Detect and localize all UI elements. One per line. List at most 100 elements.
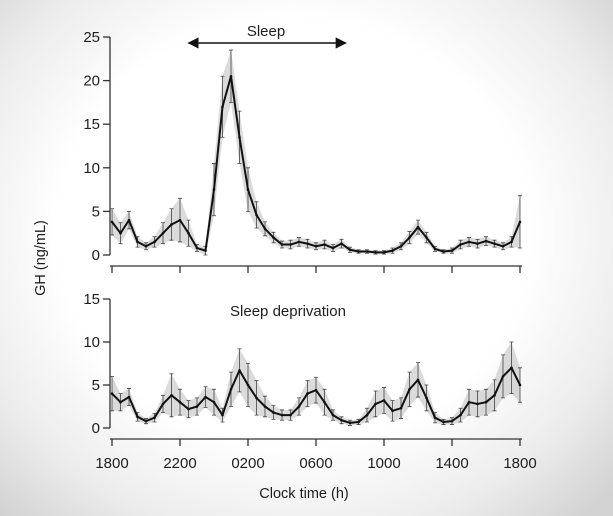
y-tick-label: 20 xyxy=(83,73,100,90)
data-point xyxy=(195,405,199,408)
data-point xyxy=(484,400,488,404)
data-point xyxy=(246,188,250,191)
data-point xyxy=(144,419,148,423)
x-tick-label: 1400 xyxy=(435,455,468,472)
data-point xyxy=(272,411,275,414)
data-point xyxy=(365,250,369,253)
x-tick-label: 1800 xyxy=(503,455,536,472)
data-point xyxy=(357,420,360,424)
data-point xyxy=(425,236,428,239)
sleep-deprivation-annotation: Sleep deprivation xyxy=(230,303,346,320)
data-point xyxy=(433,247,437,251)
data-point xyxy=(399,406,403,410)
data-point xyxy=(365,413,369,417)
data-point xyxy=(263,405,267,408)
data-point xyxy=(229,388,233,391)
data-point xyxy=(459,413,462,417)
x-tick-label: 2200 xyxy=(163,455,196,472)
data-point xyxy=(340,418,343,422)
data-point xyxy=(119,231,122,235)
y-tick-label: 10 xyxy=(83,334,100,351)
x-axis-label: Clock time (h) xyxy=(259,486,348,502)
y-tick-label: 25 xyxy=(83,29,100,46)
data-point xyxy=(195,246,199,250)
data-point xyxy=(170,223,173,226)
data-point xyxy=(493,242,496,245)
data-point xyxy=(357,250,360,253)
data-point xyxy=(306,392,309,395)
data-point xyxy=(127,395,131,399)
data-point xyxy=(229,74,233,78)
data-point xyxy=(238,369,241,372)
data-point xyxy=(255,396,258,400)
data-point xyxy=(314,388,318,392)
data-point xyxy=(110,392,114,395)
data-point xyxy=(170,394,173,397)
data-point xyxy=(306,242,309,245)
data-point xyxy=(493,394,496,397)
data-point xyxy=(280,243,284,246)
data-point xyxy=(518,383,522,387)
data-point xyxy=(110,220,114,224)
x-tick-label: 0200 xyxy=(231,455,264,472)
data-point xyxy=(484,239,488,243)
data-point xyxy=(136,240,139,244)
data-point xyxy=(153,240,156,244)
data-point xyxy=(331,246,335,250)
data-point xyxy=(501,244,505,248)
data-point xyxy=(144,244,148,248)
data-point xyxy=(297,240,301,244)
data-point xyxy=(221,413,224,417)
data-point xyxy=(416,378,420,382)
data-point xyxy=(289,413,292,417)
x-tick-label: 1000 xyxy=(367,455,400,472)
data-point xyxy=(289,243,292,246)
data-point xyxy=(161,402,165,406)
data-point xyxy=(399,244,403,248)
data-point xyxy=(382,399,386,402)
y-tick-label: 0 xyxy=(92,247,100,264)
data-point xyxy=(433,416,437,419)
data-point xyxy=(510,366,513,370)
data-point xyxy=(374,251,377,254)
y-tick-label: 15 xyxy=(83,116,100,133)
y-tick-label: 15 xyxy=(83,291,100,308)
y-tick-label: 0 xyxy=(92,420,100,437)
data-point xyxy=(272,236,275,239)
x-tick-label: 1800 xyxy=(95,455,128,472)
data-point xyxy=(348,421,352,425)
data-point xyxy=(331,413,335,417)
data-point xyxy=(348,248,352,252)
data-point xyxy=(323,243,326,246)
data-point xyxy=(450,249,454,252)
sleep-deprivation-panel: 0 5 10 15 1800 2200 0200 0600 1000 1400 1800 xyxy=(83,291,536,472)
data-point xyxy=(476,242,479,245)
data-point xyxy=(280,413,284,417)
data-point xyxy=(476,402,479,406)
data-point xyxy=(212,400,216,404)
data-point xyxy=(212,188,216,191)
data-point xyxy=(510,240,513,244)
data-point xyxy=(187,231,190,235)
y-tick-label: 5 xyxy=(92,377,100,394)
y-tick-label: 10 xyxy=(83,160,100,177)
data-point xyxy=(297,405,301,408)
data-point xyxy=(153,416,156,419)
data-point xyxy=(374,402,377,406)
data-point xyxy=(467,240,471,244)
data-point xyxy=(416,225,420,229)
data-point xyxy=(459,243,462,246)
y-axis-label: GH (ng/mL) xyxy=(33,220,49,296)
data-point xyxy=(340,242,343,245)
data-point xyxy=(127,218,131,222)
data-point xyxy=(178,218,182,222)
data-point xyxy=(238,135,241,139)
data-point xyxy=(323,400,326,404)
data-point xyxy=(314,244,318,248)
data-point xyxy=(442,250,445,253)
data-point xyxy=(408,236,411,239)
data-point xyxy=(246,383,250,387)
data-point xyxy=(518,220,522,224)
